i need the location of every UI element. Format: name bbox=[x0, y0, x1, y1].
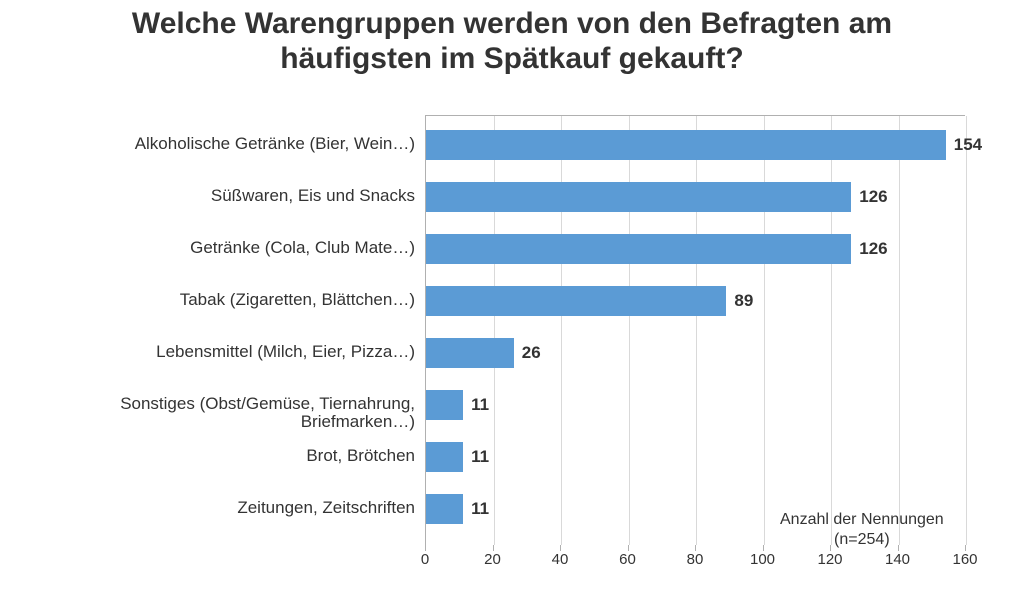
grid-line bbox=[494, 116, 495, 545]
bar-value-label: 89 bbox=[734, 286, 753, 316]
bar bbox=[426, 390, 463, 420]
bar bbox=[426, 494, 463, 524]
x-tick-label: 0 bbox=[405, 551, 445, 568]
bar-row: 89 bbox=[426, 286, 965, 316]
x-tick-label: 140 bbox=[878, 551, 918, 568]
bar bbox=[426, 338, 514, 368]
category-label: Getränke (Cola, Club Mate…) bbox=[40, 239, 415, 258]
bar-value-label: 11 bbox=[471, 390, 489, 420]
category-label: Brot, Brötchen bbox=[40, 447, 415, 466]
bar-row: 26 bbox=[426, 338, 965, 368]
bar-value-label: 126 bbox=[859, 234, 887, 264]
grid-line bbox=[696, 116, 697, 545]
bar-value-label: 11 bbox=[471, 494, 489, 524]
category-label: Sonstiges (Obst/Gemüse, Tiernahrung, Bri… bbox=[40, 395, 415, 432]
category-label: Zeitungen, Zeitschriften bbox=[40, 499, 415, 518]
chart-title: Welche Warengruppen werden von den Befra… bbox=[0, 6, 1024, 77]
bar bbox=[426, 286, 726, 316]
category-label: Süßwaren, Eis und Snacks bbox=[40, 187, 415, 206]
grid-line bbox=[899, 116, 900, 545]
annotation-n: Anzahl der Nennungen (n=254) bbox=[780, 510, 944, 550]
x-tick-label: 40 bbox=[540, 551, 580, 568]
category-label: Lebensmittel (Milch, Eier, Pizza…) bbox=[40, 343, 415, 362]
chart-container: Welche Warengruppen werden von den Befra… bbox=[0, 0, 1024, 610]
bar-row: 126 bbox=[426, 234, 965, 264]
x-tick-label: 80 bbox=[675, 551, 715, 568]
x-tick-label: 60 bbox=[608, 551, 648, 568]
bar-row: 11 bbox=[426, 442, 965, 472]
bar-value-label: 11 bbox=[471, 442, 489, 472]
grid-line bbox=[831, 116, 832, 545]
x-tick-label: 100 bbox=[743, 551, 783, 568]
grid-line bbox=[561, 116, 562, 545]
bar bbox=[426, 234, 851, 264]
annotation-line-1: Anzahl der Nennungen bbox=[780, 511, 944, 528]
bar-row: 154 bbox=[426, 130, 965, 160]
grid-line bbox=[629, 116, 630, 545]
plot-area: 154 126 126 89 26 11 11 11 bbox=[425, 115, 965, 545]
x-tick-label: 160 bbox=[945, 551, 985, 568]
grid-line bbox=[966, 116, 967, 545]
bar bbox=[426, 130, 946, 160]
bar-value-label: 154 bbox=[954, 130, 982, 160]
x-tick-label: 120 bbox=[810, 551, 850, 568]
chart-area: Alkoholische Getränke (Bier, Wein…) Süßwa… bbox=[40, 115, 984, 585]
grid-line bbox=[764, 116, 765, 545]
bar bbox=[426, 182, 851, 212]
bar-value-label: 26 bbox=[522, 338, 541, 368]
bar-value-label: 126 bbox=[859, 182, 887, 212]
bar-row: 126 bbox=[426, 182, 965, 212]
x-tick-label: 20 bbox=[473, 551, 513, 568]
bar-row: 11 bbox=[426, 390, 965, 420]
title-line-1: Welche Warengruppen werden von den Befra… bbox=[132, 7, 892, 40]
annotation-line-2: (n=254) bbox=[834, 531, 890, 548]
category-label: Tabak (Zigaretten, Blättchen…) bbox=[40, 291, 415, 310]
title-line-2: häufigsten im Spätkauf gekauft? bbox=[280, 42, 743, 75]
bar bbox=[426, 442, 463, 472]
category-label: Alkoholische Getränke (Bier, Wein…) bbox=[40, 135, 415, 154]
